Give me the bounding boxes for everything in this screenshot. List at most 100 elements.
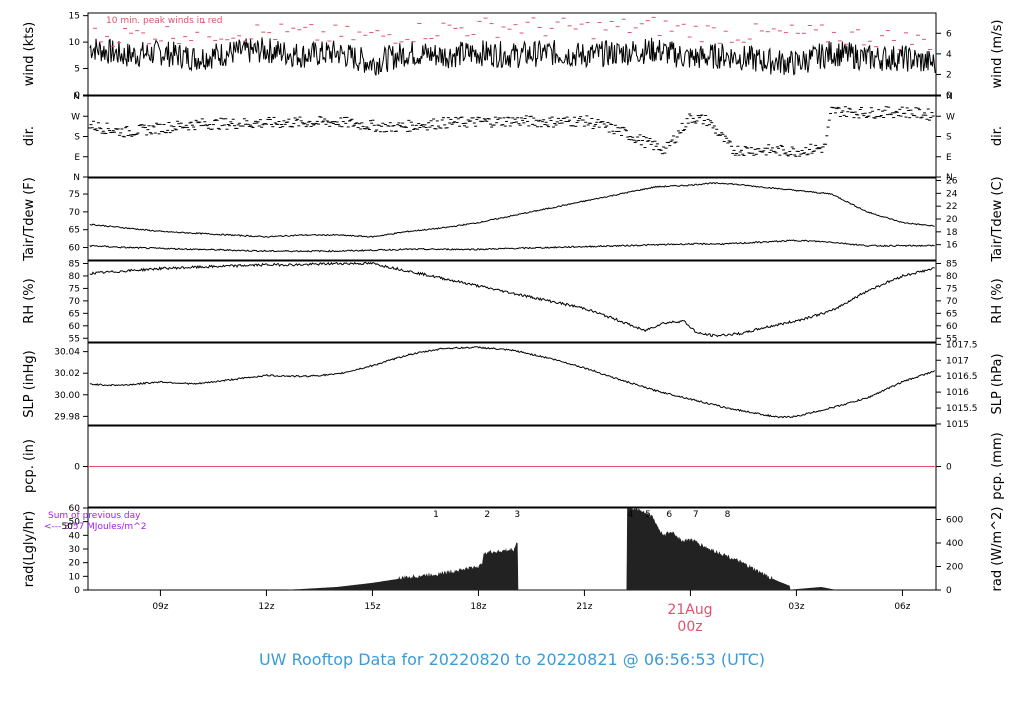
dir-left-tick-label: W bbox=[71, 112, 80, 122]
wind-right-label: wind (m/s) bbox=[990, 20, 1005, 89]
rad-left-tick-label: 60 bbox=[69, 504, 81, 514]
dir-left-tick-label: E bbox=[74, 153, 80, 163]
x-tick-label: 15z bbox=[364, 602, 380, 612]
x-tick-label: 12z bbox=[258, 602, 274, 612]
rad-left-label: rad(Lgly/hr) bbox=[22, 511, 37, 587]
x-tick-label: 18z bbox=[470, 602, 486, 612]
rad-marker-3: 3 bbox=[514, 510, 520, 520]
rad-right-tick-label: 600 bbox=[946, 515, 963, 525]
rh-line bbox=[89, 261, 935, 338]
wind-right-tick-label: 6 bbox=[946, 29, 952, 39]
slp-frame bbox=[87, 342, 937, 426]
temp-left-tick-label: 65 bbox=[69, 226, 80, 236]
dir-left-tick-label: N bbox=[73, 92, 80, 102]
pcp-right-label: pcp. (mm) bbox=[990, 432, 1005, 499]
dir-right-tick-label: N bbox=[946, 173, 953, 183]
rad-sum-text-2: <--- 3.57 MJoules/m^2 bbox=[44, 522, 146, 532]
dir-left-label: dir. bbox=[22, 126, 37, 146]
rad-marker-8: 8 bbox=[725, 510, 731, 520]
temp-right-tick-label: 18 bbox=[946, 228, 958, 238]
wind-left-label: wind (kts) bbox=[22, 22, 37, 86]
rad-right-tick-label: 0 bbox=[946, 586, 952, 596]
radiation-area bbox=[287, 507, 836, 591]
temp-right-tick-label: 22 bbox=[946, 202, 957, 212]
wind-left-tick-label: 0 bbox=[74, 91, 80, 101]
slp-right-tick-label: 1017 bbox=[946, 356, 969, 366]
rh-left-tick-label: 60 bbox=[69, 322, 81, 332]
rad-right-tick-label: 200 bbox=[946, 562, 963, 572]
x-tick-label: 06z bbox=[894, 602, 910, 612]
rh-right-tick-label: 70 bbox=[946, 297, 958, 307]
slp-right-tick-label: 1015.5 bbox=[946, 404, 978, 414]
rh-left-tick-label: 75 bbox=[69, 284, 80, 294]
slp-left-tick-label: 29.98 bbox=[54, 412, 80, 422]
slp-line bbox=[89, 346, 935, 419]
date-marker-hour: 00z bbox=[677, 619, 702, 635]
rad-left-tick-label: 0 bbox=[74, 586, 80, 596]
dir-right-tick-label: S bbox=[946, 133, 952, 143]
dir-right-tick-label: E bbox=[946, 153, 952, 163]
rh-left-tick-label: 55 bbox=[69, 334, 80, 344]
slp-right-label: SLP (hPa) bbox=[990, 353, 1005, 414]
pcp-left-label: pcp. (in) bbox=[22, 439, 37, 493]
rad-left-tick-label: 10 bbox=[69, 572, 81, 582]
wind-left-tick-label: 5 bbox=[74, 65, 80, 75]
tdew-line bbox=[89, 239, 935, 253]
rad-marker-2: 2 bbox=[484, 510, 490, 520]
dir-right-tick-label: N bbox=[946, 92, 953, 102]
x-tick-label: 21z bbox=[576, 602, 592, 612]
temp-left-label: Tair/Tdew (F) bbox=[22, 177, 37, 262]
slp-left-tick-label: 30.02 bbox=[54, 369, 80, 379]
rad-left-tick-label: 40 bbox=[69, 531, 81, 541]
rad-marker-7: 7 bbox=[693, 510, 699, 520]
pcp-right-tick-label: 0 bbox=[946, 463, 952, 473]
temp-frame bbox=[87, 177, 937, 261]
rad-left-tick-label: 30 bbox=[69, 545, 81, 555]
temp-right-tick-label: 26 bbox=[946, 176, 958, 186]
slp-left-label: SLP (inHg) bbox=[22, 350, 37, 418]
rh-left-label: RH (%) bbox=[22, 278, 37, 323]
wind-speed-line bbox=[89, 37, 936, 76]
rh-right-tick-label: 80 bbox=[946, 272, 958, 282]
rad-marker-4: 4 bbox=[627, 510, 633, 520]
rad-sum-overlap: 50 bbox=[62, 522, 74, 532]
rad-left-tick-label: 50 bbox=[69, 518, 81, 528]
rh-right-tick-label: 55 bbox=[946, 334, 957, 344]
rad-right-tick-label: 400 bbox=[946, 539, 963, 549]
dir-left-tick-label: S bbox=[74, 133, 80, 143]
wind-left-tick-label: 15 bbox=[69, 12, 80, 22]
wind-right-tick-label: 0 bbox=[946, 91, 952, 101]
panels-group: 09z 12z 15z 18z 21z 03z 06z0510150246NESWNNESW… bbox=[54, 12, 977, 612]
dir-right-tick-label: W bbox=[946, 112, 955, 122]
rh-frame bbox=[87, 260, 937, 343]
date-marker-day: 21Aug bbox=[667, 602, 712, 618]
dir-left-tick-label: N bbox=[73, 173, 80, 183]
slp-right-tick-label: 1015 bbox=[946, 420, 969, 430]
tair-line bbox=[89, 182, 935, 238]
rad-sum-text-1: Sum of previous day bbox=[48, 511, 141, 521]
rad-marker-5: 5 bbox=[645, 510, 651, 520]
temp-right-tick-label: 24 bbox=[946, 189, 958, 199]
temp-right-tick-label: 16 bbox=[946, 241, 958, 251]
slp-right-tick-label: 1016.5 bbox=[946, 372, 978, 382]
wind-annotation: 10 min. peak winds in red bbox=[106, 16, 223, 26]
rh-right-tick-label: 65 bbox=[946, 309, 957, 319]
rad-right-label: rad (W/m^2) bbox=[990, 507, 1005, 592]
temp-left-tick-label: 60 bbox=[69, 244, 81, 254]
rh-right-label: RH (%) bbox=[990, 278, 1005, 323]
wind-right-tick-label: 2 bbox=[946, 70, 952, 80]
rad-marker-1: 1 bbox=[433, 510, 439, 520]
temp-left-tick-label: 70 bbox=[69, 208, 81, 218]
slp-left-tick-label: 30.00 bbox=[54, 391, 80, 401]
wind-left-tick-label: 10 bbox=[69, 38, 81, 48]
dir-frame bbox=[87, 95, 937, 178]
dir-right-label: dir. bbox=[990, 126, 1005, 146]
page-title: UW Rooftop Data for 20220820 to 20220821… bbox=[259, 650, 765, 669]
rh-left-tick-label: 70 bbox=[69, 297, 81, 307]
rh-right-tick-label: 85 bbox=[946, 259, 957, 269]
slp-right-tick-label: 1017.5 bbox=[946, 340, 978, 350]
x-tick-label: 03z bbox=[788, 602, 804, 612]
temp-left-tick-label: 75 bbox=[69, 190, 80, 200]
